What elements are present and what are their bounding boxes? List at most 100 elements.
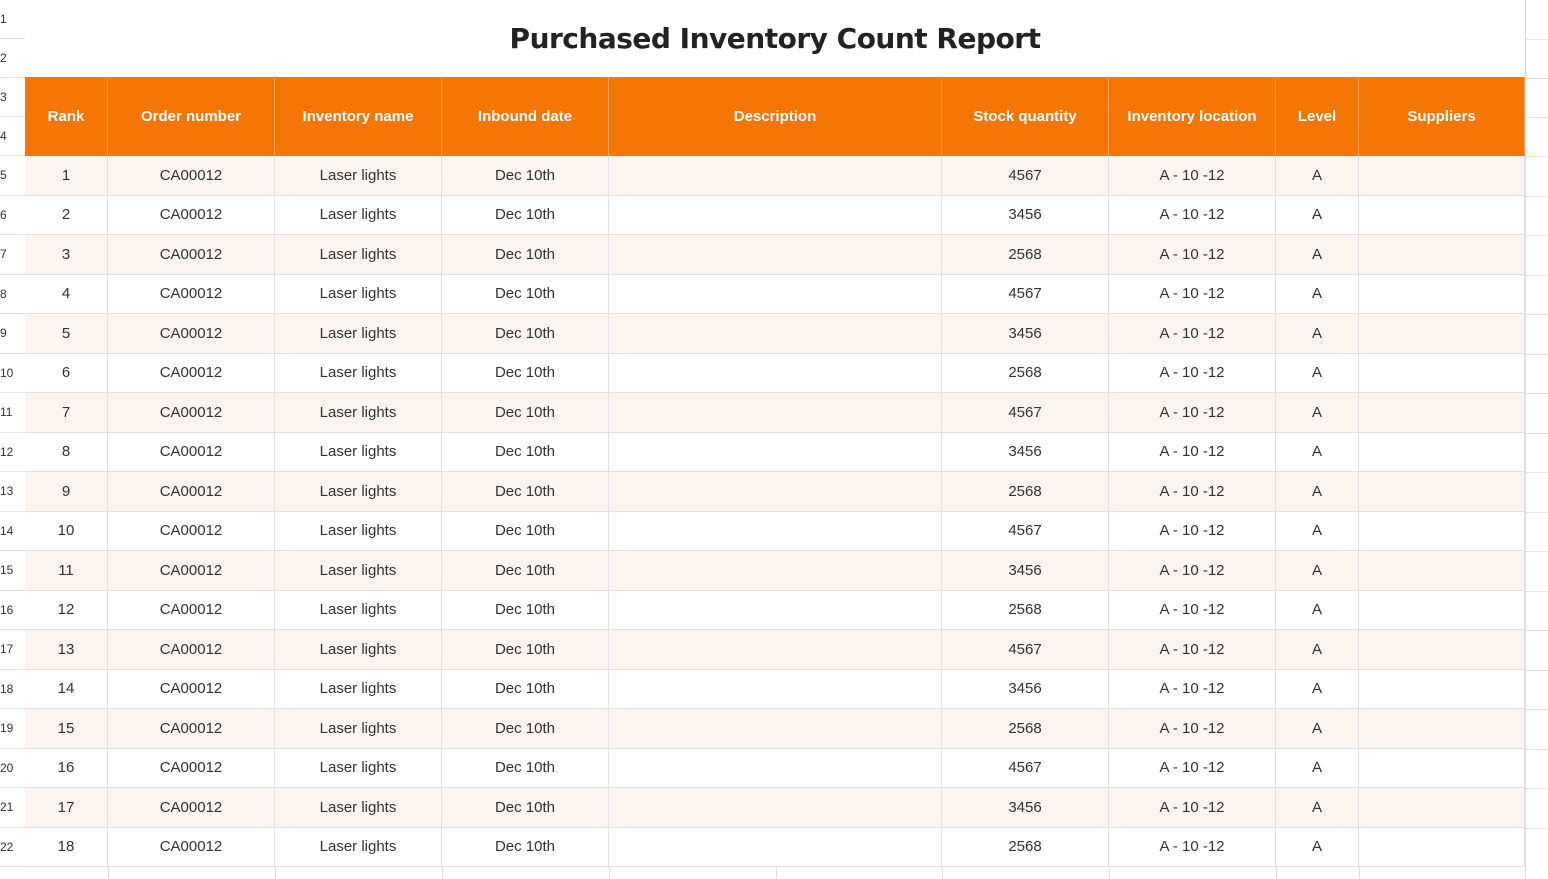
column-header[interactable]: Suppliers [1359,77,1525,156]
table-cell[interactable]: 2568 [942,590,1109,629]
table-cell[interactable]: Dec 10th [442,235,609,274]
row-number[interactable]: 17 [0,630,25,670]
table-cell[interactable] [609,195,942,234]
column-header[interactable]: Inventory name [275,77,442,156]
table-cell[interactable]: 3456 [942,195,1109,234]
table-cell[interactable] [1359,630,1525,669]
table-cell[interactable]: A - 10 -12 [1109,156,1276,195]
table-cell[interactable]: Laser lights [275,551,442,590]
row-number[interactable]: 19 [0,709,25,749]
table-cell[interactable]: CA00012 [108,156,275,195]
column-header[interactable]: Rank [25,77,108,156]
table-cell[interactable] [1359,551,1525,590]
table-cell[interactable]: 13 [25,630,108,669]
table-cell[interactable]: 4567 [942,274,1109,313]
table-cell[interactable]: 2 [25,195,108,234]
table-cell[interactable]: A - 10 -12 [1109,235,1276,274]
table-cell[interactable]: Dec 10th [442,511,609,550]
table-cell[interactable]: A [1276,195,1359,234]
table-cell[interactable]: 4567 [942,630,1109,669]
column-header[interactable]: Stock quantity [942,77,1109,156]
table-cell[interactable] [1359,788,1525,827]
table-cell[interactable]: 7 [25,393,108,432]
table-cell[interactable]: Laser lights [275,788,442,827]
table-cell[interactable] [609,511,942,550]
table-cell[interactable] [1359,393,1525,432]
table-cell[interactable]: CA00012 [108,353,275,392]
row-number[interactable]: 4 [0,117,25,156]
table-cell[interactable]: Laser lights [275,472,442,511]
table-cell[interactable]: CA00012 [108,788,275,827]
row-number[interactable]: 11 [0,393,25,433]
table-cell[interactable]: A - 10 -12 [1109,353,1276,392]
table-cell[interactable] [609,393,942,432]
table-cell[interactable]: A - 10 -12 [1109,393,1276,432]
table-cell[interactable]: Dec 10th [442,274,609,313]
column-header[interactable]: Description [609,77,942,156]
table-cell[interactable]: 2568 [942,709,1109,748]
table-cell[interactable] [1359,432,1525,471]
table-cell[interactable]: 12 [25,590,108,629]
table-cell[interactable]: A - 10 -12 [1109,274,1276,313]
table-cell[interactable]: 1 [25,156,108,195]
table-cell[interactable]: 16 [25,748,108,787]
table-cell[interactable]: CA00012 [108,551,275,590]
table-cell[interactable] [1359,274,1525,313]
table-cell[interactable]: Dec 10th [442,630,609,669]
table-cell[interactable]: A - 10 -12 [1109,669,1276,708]
column-header[interactable]: Order number [108,77,275,156]
table-cell[interactable] [1359,669,1525,708]
table-cell[interactable]: 10 [25,511,108,550]
table-cell[interactable]: 3456 [942,788,1109,827]
table-cell[interactable]: Laser lights [275,669,442,708]
table-cell[interactable]: Laser lights [275,827,442,866]
row-number[interactable]: 21 [0,788,25,828]
table-cell[interactable]: Dec 10th [442,709,609,748]
row-number[interactable]: 9 [0,314,25,354]
table-cell[interactable] [609,432,942,471]
table-cell[interactable]: A [1276,709,1359,748]
table-cell[interactable]: 15 [25,709,108,748]
table-cell[interactable]: 4567 [942,156,1109,195]
table-cell[interactable]: CA00012 [108,590,275,629]
table-cell[interactable]: 5 [25,314,108,353]
table-cell[interactable] [609,709,942,748]
table-cell[interactable]: A [1276,748,1359,787]
table-cell[interactable]: 4567 [942,748,1109,787]
table-cell[interactable]: Dec 10th [442,472,609,511]
table-cell[interactable]: A [1276,630,1359,669]
column-header[interactable]: Inbound date [442,77,609,156]
table-cell[interactable] [609,590,942,629]
table-cell[interactable]: Dec 10th [442,551,609,590]
table-cell[interactable]: A [1276,590,1359,629]
table-cell[interactable]: A - 10 -12 [1109,472,1276,511]
table-cell[interactable] [609,827,942,866]
table-cell[interactable]: A [1276,788,1359,827]
table-cell[interactable]: 3456 [942,432,1109,471]
row-number[interactable]: 1 [0,0,25,39]
table-cell[interactable] [1359,195,1525,234]
table-cell[interactable]: 3456 [942,314,1109,353]
table-cell[interactable]: 11 [25,551,108,590]
table-cell[interactable]: 8 [25,432,108,471]
table-cell[interactable]: Laser lights [275,314,442,353]
table-cell[interactable]: 6 [25,353,108,392]
table-cell[interactable]: CA00012 [108,314,275,353]
table-cell[interactable]: CA00012 [108,669,275,708]
table-cell[interactable]: A [1276,669,1359,708]
table-cell[interactable]: Dec 10th [442,195,609,234]
row-number[interactable]: 22 [0,828,25,867]
row-number[interactable]: 2 [0,39,25,78]
table-cell[interactable]: A [1276,393,1359,432]
table-cell[interactable]: A [1276,235,1359,274]
table-cell[interactable]: 4 [25,274,108,313]
table-cell[interactable] [609,630,942,669]
table-cell[interactable] [1359,511,1525,550]
table-cell[interactable] [609,314,942,353]
table-cell[interactable]: Dec 10th [442,432,609,471]
table-cell[interactable] [1359,472,1525,511]
row-number[interactable]: 10 [0,354,25,393]
table-cell[interactable]: 17 [25,788,108,827]
table-cell[interactable]: 2568 [942,235,1109,274]
table-cell[interactable]: Laser lights [275,630,442,669]
